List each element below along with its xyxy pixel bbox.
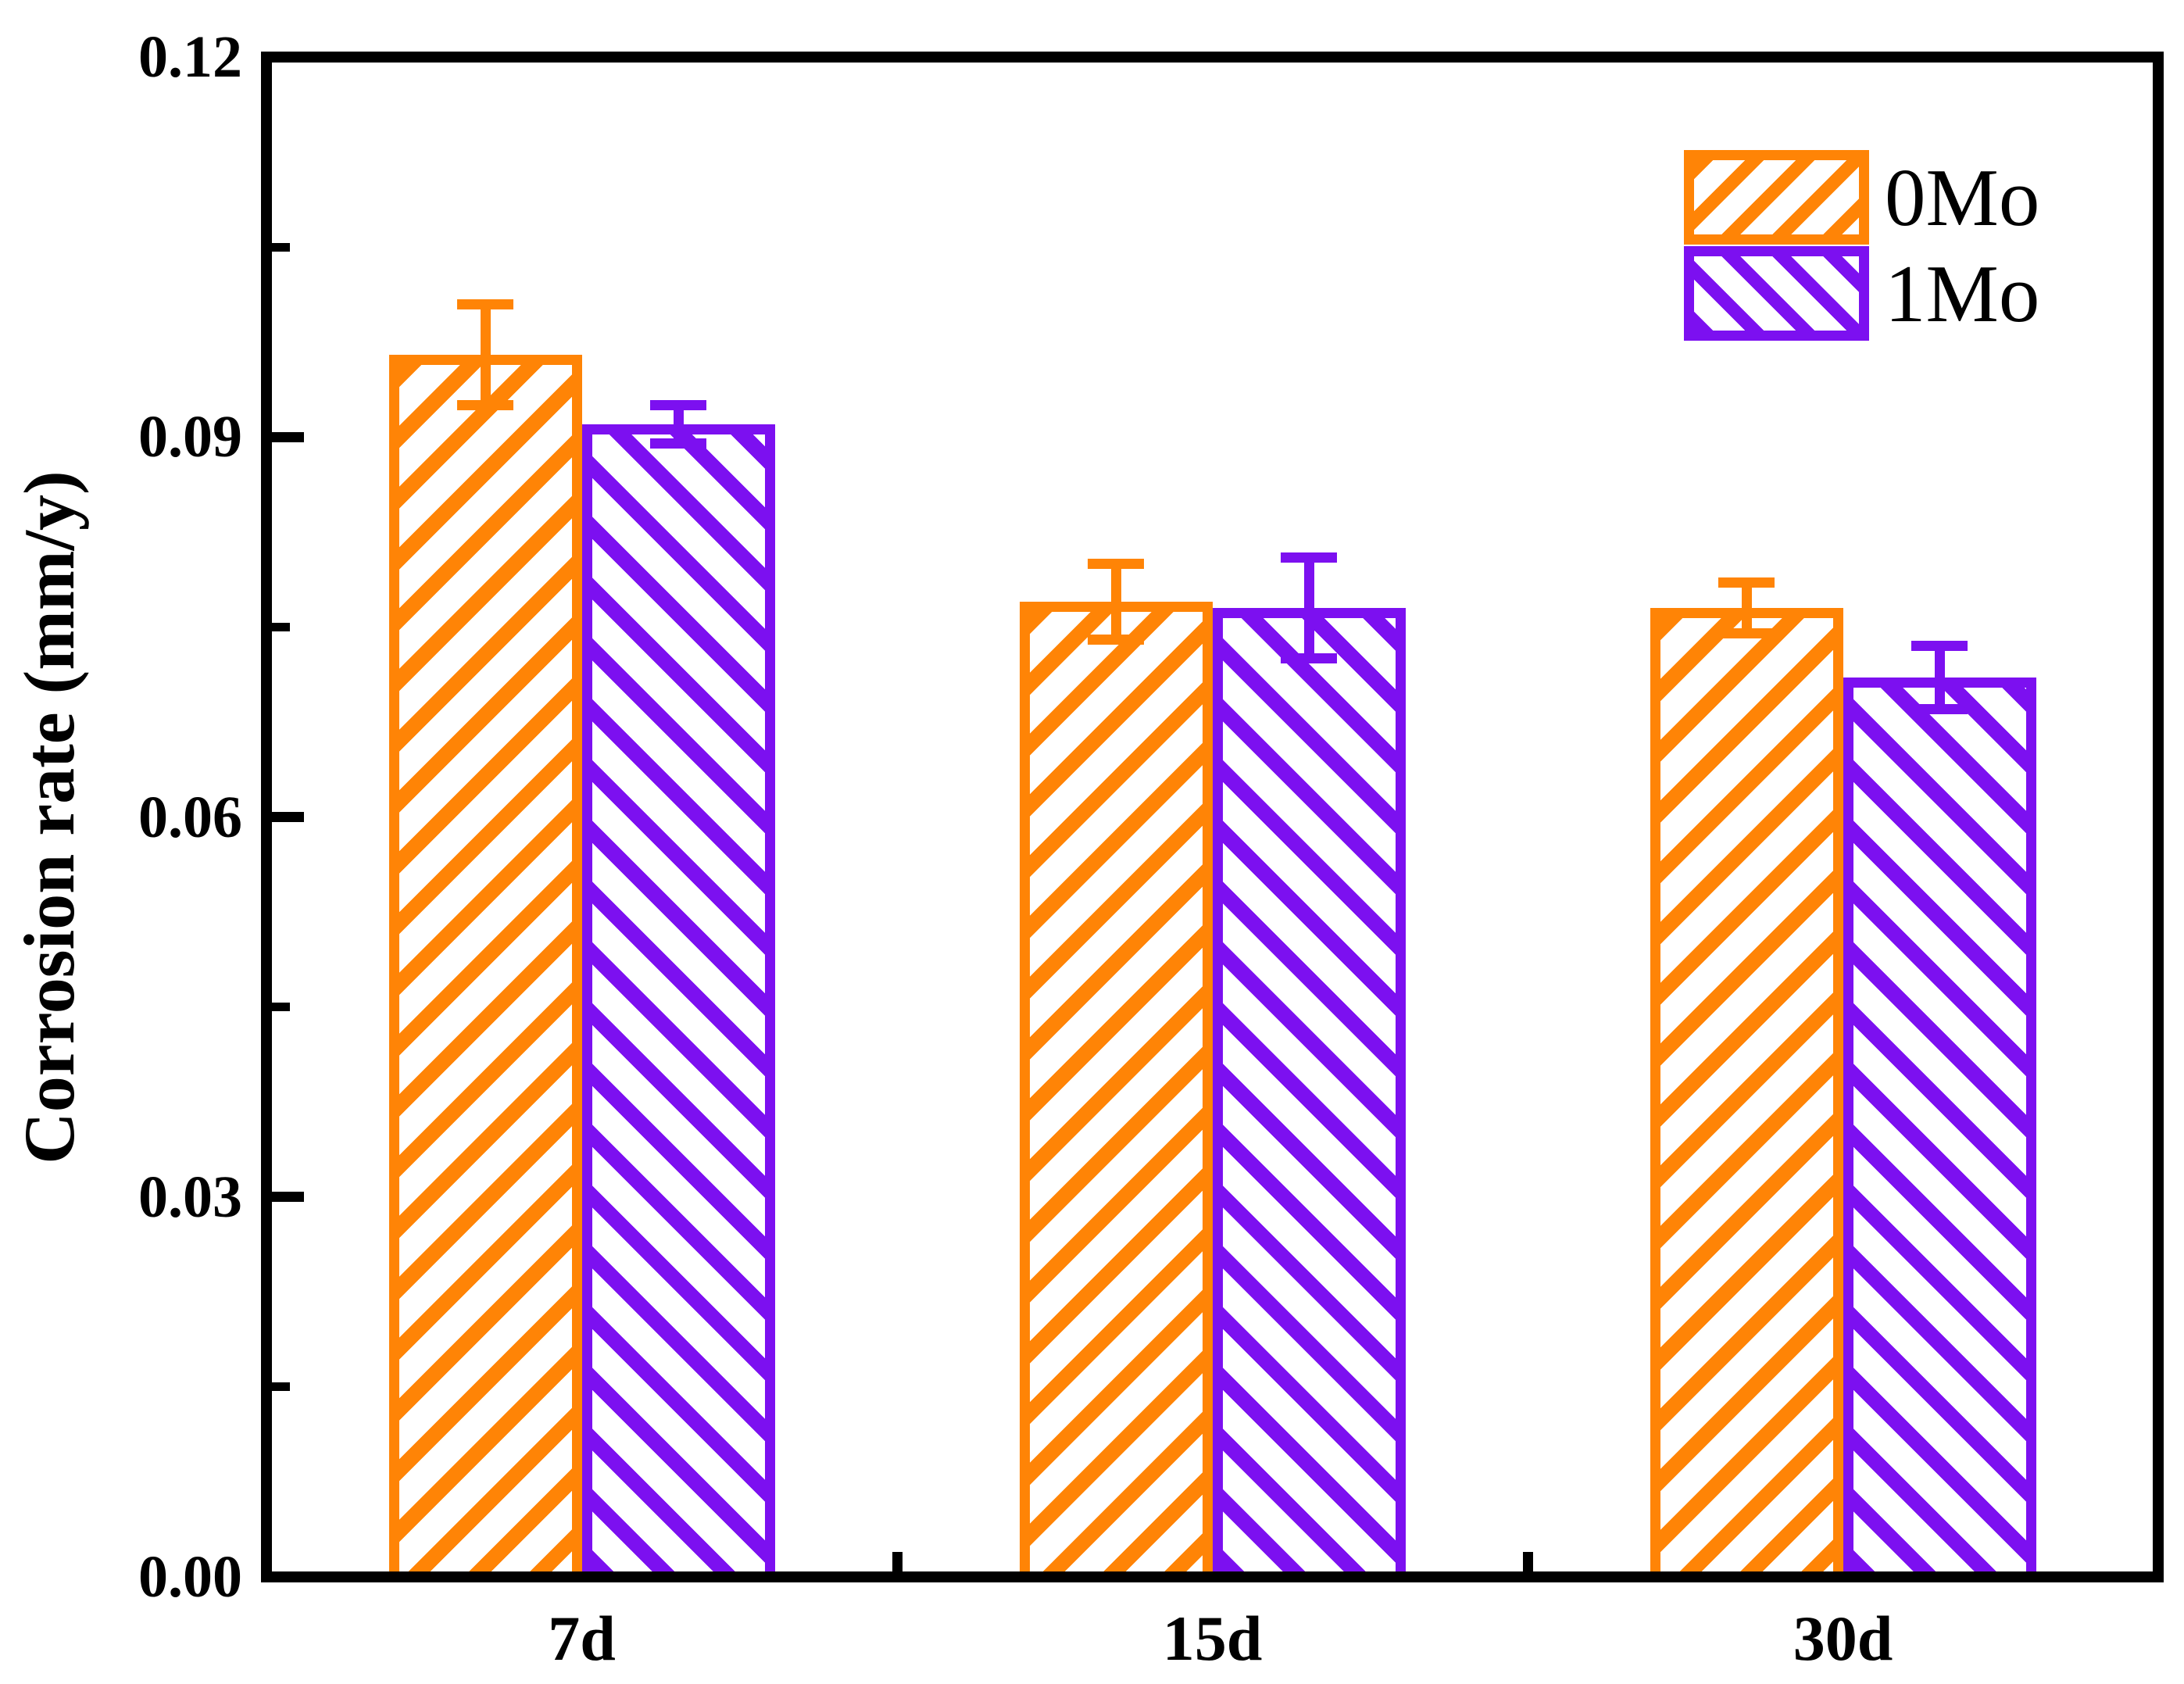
bar-1Mo-7d xyxy=(581,424,775,1582)
y-minor-tick xyxy=(266,622,290,631)
bar-0Mo-15d xyxy=(1019,601,1213,1582)
y-major-tick xyxy=(266,812,304,822)
y-minor-tick xyxy=(266,1003,290,1012)
y-tick-label: 0.06 xyxy=(138,784,242,850)
y-major-tick xyxy=(266,52,304,63)
legend-label-1Mo: 1Mo xyxy=(1885,248,2040,339)
legend-swatch-1Mo xyxy=(1684,246,1869,341)
legend: 0Mo 1Mo xyxy=(1684,150,2039,342)
y-minor-tick xyxy=(266,242,290,252)
bar-1Mo-15d xyxy=(1212,608,1406,1582)
error-bar-line xyxy=(673,405,684,444)
error-bar-cap xyxy=(457,400,513,411)
error-bar-cap xyxy=(1281,552,1337,563)
x-category-label: 15d xyxy=(1162,1603,1263,1674)
x-boundary-tick xyxy=(1522,1552,1533,1575)
error-bar-cap xyxy=(1911,641,1968,652)
y-major-tick xyxy=(266,1192,304,1203)
error-bar-cap xyxy=(1718,627,1775,638)
bar-1Mo-30d xyxy=(1843,678,2036,1582)
error-bar-cap xyxy=(650,438,706,449)
y-axis-title: Corrosion rate (mm/y) xyxy=(9,470,89,1164)
error-bar-line xyxy=(1934,645,1945,710)
x-category-label: 30d xyxy=(1793,1603,1893,1674)
error-bar-line xyxy=(1303,557,1314,659)
y-major-tick xyxy=(266,1571,304,1582)
y-tick-label: 0.03 xyxy=(138,1164,242,1230)
legend-entry-0Mo: 0Mo xyxy=(1684,150,2039,245)
x-boundary-tick xyxy=(892,1552,903,1575)
error-bar-cap xyxy=(1911,704,1968,715)
y-minor-tick xyxy=(266,1382,290,1392)
y-tick-label: 0.12 xyxy=(138,24,242,90)
error-bar-cap xyxy=(1718,577,1775,588)
legend-swatch-0Mo xyxy=(1684,150,1869,245)
error-bar-cap xyxy=(1088,558,1144,569)
y-tick-label: 0.09 xyxy=(138,404,242,470)
legend-label-0Mo: 0Mo xyxy=(1885,152,2040,243)
x-category-label: 7d xyxy=(548,1603,616,1674)
y-major-tick xyxy=(266,431,304,442)
legend-entry-1Mo: 1Mo xyxy=(1684,246,2039,341)
error-bar-cap xyxy=(650,400,706,411)
error-bar-cap xyxy=(1281,653,1337,664)
error-bar-line xyxy=(1110,563,1121,640)
error-bar-cap xyxy=(1088,635,1144,645)
bar-0Mo-7d xyxy=(388,354,582,1582)
bar-0Mo-30d xyxy=(1650,608,1843,1582)
error-bar-cap xyxy=(457,299,513,309)
error-bar-line xyxy=(480,304,491,406)
y-tick-label: 0.00 xyxy=(138,1544,242,1610)
error-bar-line xyxy=(1741,582,1752,634)
